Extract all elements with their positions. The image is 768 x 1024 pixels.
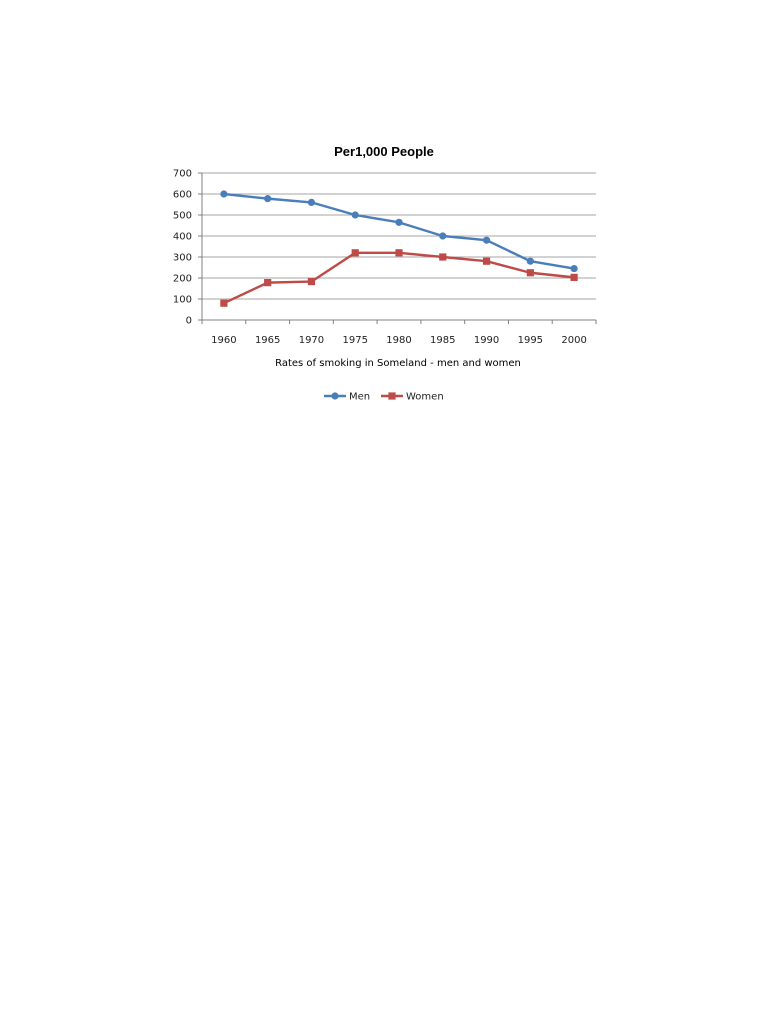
women-point	[395, 249, 403, 257]
women-point	[439, 253, 447, 261]
legend-label-women: Women	[406, 392, 444, 403]
women-point	[526, 269, 534, 277]
axes	[198, 172, 597, 324]
legend-marker-men	[331, 392, 339, 400]
y-tick-label: 300	[173, 253, 192, 264]
legend-marker-women	[388, 392, 396, 400]
chart-title: Per1,000 People	[334, 144, 434, 159]
women-point	[220, 299, 228, 307]
women-point	[482, 257, 491, 265]
x-tick-label: 1990	[474, 335, 499, 346]
y-tick-label: 500	[173, 211, 192, 222]
x-tick-labels: 1960 1965 1970 1975 1980 1985 1990 1995 2000	[211, 335, 587, 346]
men-point	[526, 257, 534, 265]
men-point	[307, 198, 316, 206]
men-point	[220, 190, 228, 198]
series-women	[220, 249, 578, 307]
gridlines	[202, 172, 596, 300]
men-point	[439, 232, 447, 240]
women-point	[264, 279, 272, 287]
legend-item-women: Women	[381, 392, 444, 403]
x-tick-label: 1980	[386, 335, 411, 346]
x-tick-label: 1985	[430, 335, 455, 346]
x-axis-label: Rates of smoking in Someland - men and w…	[275, 358, 521, 369]
men-point	[570, 264, 578, 273]
men-point	[264, 195, 272, 203]
legend-item-men: Men	[324, 392, 370, 403]
x-tick-label: 1970	[299, 335, 324, 346]
y-tick-labels: 0 100 200 300 400 500 600 700	[173, 169, 192, 327]
x-tick-label: 1960	[211, 335, 236, 346]
legend-label-men: Men	[349, 392, 370, 403]
women-point	[307, 277, 316, 286]
y-tick-label: 100	[173, 295, 192, 306]
y-tick-label: 0	[186, 316, 192, 327]
women-point	[570, 273, 578, 281]
y-tick-label: 400	[173, 232, 192, 243]
men-point	[351, 211, 359, 219]
x-tick-label: 2000	[561, 335, 586, 346]
x-tick-label: 1995	[518, 335, 543, 346]
y-tick-label: 600	[173, 190, 192, 201]
legend: Men Women	[324, 392, 444, 403]
line-chart: Per1,000 People 0 100 200 300 400 500 600 700 1…	[173, 144, 597, 403]
series-lines	[220, 190, 578, 307]
men-point	[482, 236, 491, 244]
y-tick-label: 200	[173, 274, 192, 285]
y-tick-label: 700	[173, 169, 192, 180]
women-point	[351, 249, 359, 257]
x-tick-label: 1975	[342, 335, 367, 346]
series-men	[220, 190, 578, 273]
x-tick-label: 1965	[255, 335, 280, 346]
men-point	[395, 218, 403, 226]
